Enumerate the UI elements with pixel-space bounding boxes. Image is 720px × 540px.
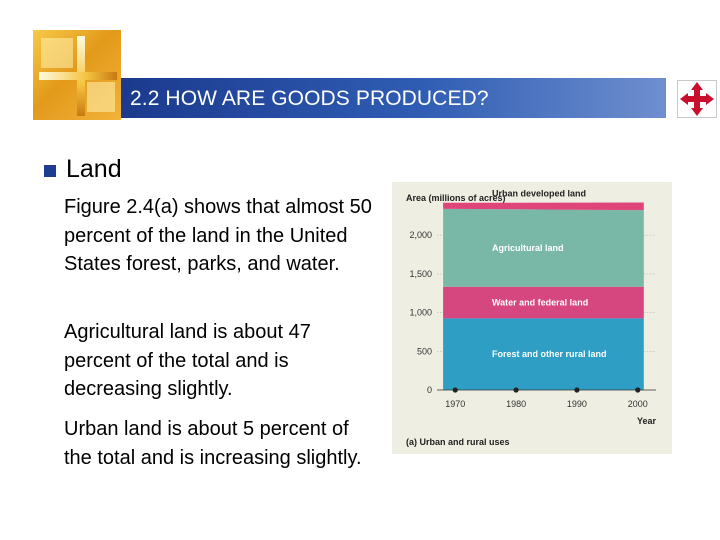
x-tick-mark xyxy=(513,387,519,393)
bullet-item-land: Land xyxy=(44,155,122,184)
y-axis-title: Area (millions of acres) xyxy=(406,193,506,203)
x-axis-title: Year xyxy=(637,416,657,426)
square-bullet-icon xyxy=(44,164,56,177)
y-tick-label: 500 xyxy=(417,346,432,356)
x-tick-label: 1980 xyxy=(506,399,526,409)
series-label-0: Forest and other rural land xyxy=(492,349,607,359)
paragraph-3: Urban land is about 5 percent of the tot… xyxy=(64,418,362,469)
area-chart-svg: Area (millions of acres) Forest and othe… xyxy=(406,189,657,447)
y-tick-label: 0 xyxy=(427,385,432,395)
paragraph-1: Figure 2.4(a) shows that almost 50 perce… xyxy=(64,196,372,275)
y-tick-label: 2,000 xyxy=(409,230,432,240)
area-series-2 xyxy=(443,208,644,287)
golden-cross-logo-icon xyxy=(33,30,121,120)
title-bar: 2.2 HOW ARE GOODS PRODUCED? xyxy=(121,78,666,118)
x-tick-mark xyxy=(574,387,580,393)
chart-caption: (a) Urban and rural uses xyxy=(406,437,510,447)
x-tick-label: 1970 xyxy=(445,399,465,409)
x-tick-mark xyxy=(452,387,458,393)
x-tick-label: 2000 xyxy=(628,399,648,409)
series-label-2: Agricultural land xyxy=(492,243,564,253)
navigation-button[interactable] xyxy=(677,80,717,118)
paragraph-2: Agricultural land is about 47 percent of… xyxy=(64,321,311,400)
area-series-0 xyxy=(443,318,644,390)
four-arrow-nav-icon xyxy=(680,82,714,116)
area-series-3 xyxy=(443,202,644,211)
x-tick-mark xyxy=(635,387,641,393)
x-tick-label: 1990 xyxy=(567,399,587,409)
area-series-1 xyxy=(443,286,644,319)
series-label-1: Water and federal land xyxy=(492,298,588,308)
page-title: 2.2 HOW ARE GOODS PRODUCED? xyxy=(130,87,489,110)
land-use-chart: Area (millions of acres) Forest and othe… xyxy=(392,182,672,454)
y-tick-label: 1,500 xyxy=(409,269,432,279)
bullet-heading: Land xyxy=(66,155,122,183)
series-label-3: Urban developed land xyxy=(492,189,586,199)
y-tick-label: 1,000 xyxy=(409,308,432,318)
